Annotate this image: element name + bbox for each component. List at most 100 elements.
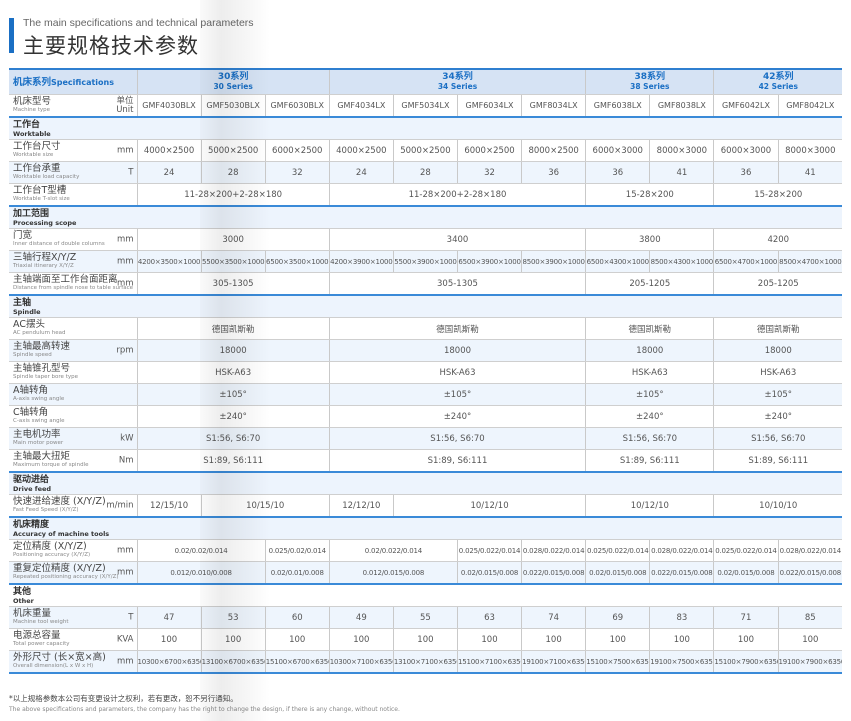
row-label-cn: 工作台尺寸 xyxy=(13,141,61,152)
value-cell: 41 xyxy=(649,161,714,184)
value-cell: 5000×2500 xyxy=(392,139,458,162)
series-header: 42系列 42 Series xyxy=(713,68,843,95)
value-cell: 15100×6700×6350 xyxy=(264,650,330,674)
value-cell: 100 xyxy=(328,628,394,651)
row-label: 机床重量 Machine tool weight T xyxy=(9,606,137,629)
row-unit: KVA xyxy=(116,634,134,644)
value-cell: 18000 xyxy=(713,339,843,362)
series-name-cn: 34系列 xyxy=(442,72,473,82)
unit-en: Unit xyxy=(116,104,134,115)
row-label-cn: 机床重量 xyxy=(13,608,52,619)
value-cell: 11-28×200+2-28×180 xyxy=(136,183,330,207)
row-label-en: Spindle taper bore type xyxy=(13,374,78,380)
footnote-en: The above specifications and parameters,… xyxy=(9,706,400,713)
row-label-en: Distance from spindle nose to table surf… xyxy=(13,285,133,291)
value-cell: 15-28×200 xyxy=(585,183,714,207)
value-cell: 47 xyxy=(136,606,202,629)
value-cell: 32 xyxy=(264,161,330,184)
value-cell: 36 xyxy=(585,161,650,184)
value-cell: 63 xyxy=(456,606,522,629)
section-title: 工作台 Worktable xyxy=(9,116,843,140)
value-cell: 28 xyxy=(200,161,266,184)
section-title-cn: 工作台 xyxy=(13,119,41,130)
value-cell: S1:89, S6:111 xyxy=(713,449,843,473)
value-cell: 0.02/0.015/0.008 xyxy=(585,561,650,585)
row-unit: mm xyxy=(116,145,134,155)
value-cell: 11-28×200+2-28×180 xyxy=(328,183,586,207)
model-name: GMF8042LX xyxy=(777,94,843,118)
row-unit: mm xyxy=(116,656,134,666)
value-cell: 100 xyxy=(777,628,843,651)
value-cell: 德国凯斯勒 xyxy=(328,317,586,340)
row-label-cn: 外形尺寸 (长×宽×高) xyxy=(13,652,106,663)
row-label: 主轴最高转速 Spindle speed rpm xyxy=(9,339,137,362)
row-label: 工作台尺寸 Worktable size mm xyxy=(9,139,137,162)
row-label: 主电机功率 Main motor power kW xyxy=(9,427,137,450)
value-cell: 0.025/0.022/0.014 xyxy=(713,539,778,562)
row-label-en: Inner distance of double columns xyxy=(13,241,105,247)
spec-label-cell: 机床系列Specifications xyxy=(9,68,137,95)
row-label-en: AC pendulum head xyxy=(13,330,66,336)
row-label-en: Overall dimension(L x W x H) xyxy=(13,663,94,669)
value-cell: 69 xyxy=(585,606,650,629)
model-name: GMF6030BLX xyxy=(264,94,330,118)
table-row: 机床重量 Machine tool weight T 47 53 60 49 55 63 74 69… xyxy=(9,606,843,629)
footnote: *以上规格参数本公司有变更设计之权利，若有更改，恕不另行通知。 The abov… xyxy=(9,693,400,713)
value-cell: S1:89, S6:111 xyxy=(328,449,586,473)
row-label-cn: C轴转角 xyxy=(13,407,49,418)
row-unit: mm xyxy=(116,567,134,577)
value-cell: 德国凯斯勒 xyxy=(713,317,843,340)
value-cell: 0.028/0.022/0.014 xyxy=(521,539,586,562)
row-label-cn: 主轴最大扭矩 xyxy=(13,451,71,462)
row-label-en: Worktable T-slot size xyxy=(13,196,70,202)
value-cell: 10/12/10 xyxy=(392,494,586,518)
value-cell: 36 xyxy=(713,161,778,184)
spec-table: 机床系列Specifications 30系列 30 Series 34系列 34 Se… xyxy=(9,68,843,674)
table-row: 门宽 Inner distance of double columns mm 3000… xyxy=(9,228,843,251)
table-row: 主电机功率 Main motor power kW S1:56, S6:70 S1:56… xyxy=(9,427,843,450)
row-label-cn: 工作台T型槽 xyxy=(13,185,67,196)
section-header: 驱动进给 Drive feed xyxy=(9,471,843,495)
value-cell: 0.022/0.015/0.008 xyxy=(777,561,843,585)
row-label-cn: 快速进给速度 (X/Y/Z) xyxy=(13,496,106,507)
row-label-en: Fast Feed Speed (X/Y/Z) xyxy=(13,507,79,513)
row-label: 主轴锥孔型号 Spindle taper bore type xyxy=(9,361,137,384)
value-cell: 6500×4700×1000 xyxy=(713,250,778,273)
row-label-cn: 工作台承重 xyxy=(13,163,61,174)
section-title-en: Accuracy of machine tools xyxy=(13,529,110,538)
section-title-cn: 其他 xyxy=(13,586,32,597)
value-cell: 100 xyxy=(200,628,266,651)
row-label-en: Main motor power xyxy=(13,440,64,446)
section-header: 其他 Other xyxy=(9,584,843,607)
series-name-cn: 30系列 xyxy=(217,72,249,82)
row-unit: Nm xyxy=(118,455,134,465)
unit-header: 单位 Unit xyxy=(116,96,134,115)
value-cell: 19100×7100×6350 xyxy=(521,650,586,674)
value-cell: 100 xyxy=(264,628,330,651)
series-header-row: 机床系列Specifications 30系列 30 Series 34系列 34 Se… xyxy=(9,68,843,95)
value-cell: HSK-A63 xyxy=(713,361,843,384)
value-cell: 10300×7100×6350 xyxy=(328,650,394,674)
section-title-en: Other xyxy=(13,596,34,605)
row-label: 工作台T型槽 Worktable T-slot size xyxy=(9,183,137,207)
table-row: 定位精度 (X/Y/Z) Positioning accuracy (X/Y/Z)… xyxy=(9,539,843,562)
row-label-en: Spindle speed xyxy=(13,352,52,358)
value-cell: 100 xyxy=(136,628,202,651)
row-unit: kW xyxy=(120,433,134,443)
row-label: 外形尺寸 (长×宽×高) Overall dimension(L x W x H)… xyxy=(9,650,137,674)
value-cell: 6500×4300×1000 xyxy=(585,250,650,273)
value-cell: 18000 xyxy=(136,339,330,362)
section-title: 机床精度 Accuracy of machine tools xyxy=(9,516,843,540)
value-cell: 0.025/0.022/0.014 xyxy=(456,539,522,562)
value-cell: ±240° xyxy=(328,405,586,428)
value-cell: 0.012/0.010/0.008 xyxy=(136,561,266,585)
value-cell: 0.028/0.022/0.014 xyxy=(649,539,714,562)
section-title: 驱动进给 Drive feed xyxy=(9,471,843,495)
row-label-cn: 主轴端面至工作台面距离 xyxy=(13,274,118,285)
table-row: 主轴最大扭矩 Maximum torque of spindle Nm S1:89, … xyxy=(9,449,843,473)
value-cell: 19100×7900×6350 xyxy=(777,650,843,674)
table-row: 工作台尺寸 Worktable size mm 4000×2500 5000×2500 6… xyxy=(9,139,843,162)
table-row: 重复定位精度 (X/Y/Z) Repeated positioning accur… xyxy=(9,561,843,585)
value-cell: ±105° xyxy=(713,383,843,406)
value-cell: 71 xyxy=(713,606,778,629)
